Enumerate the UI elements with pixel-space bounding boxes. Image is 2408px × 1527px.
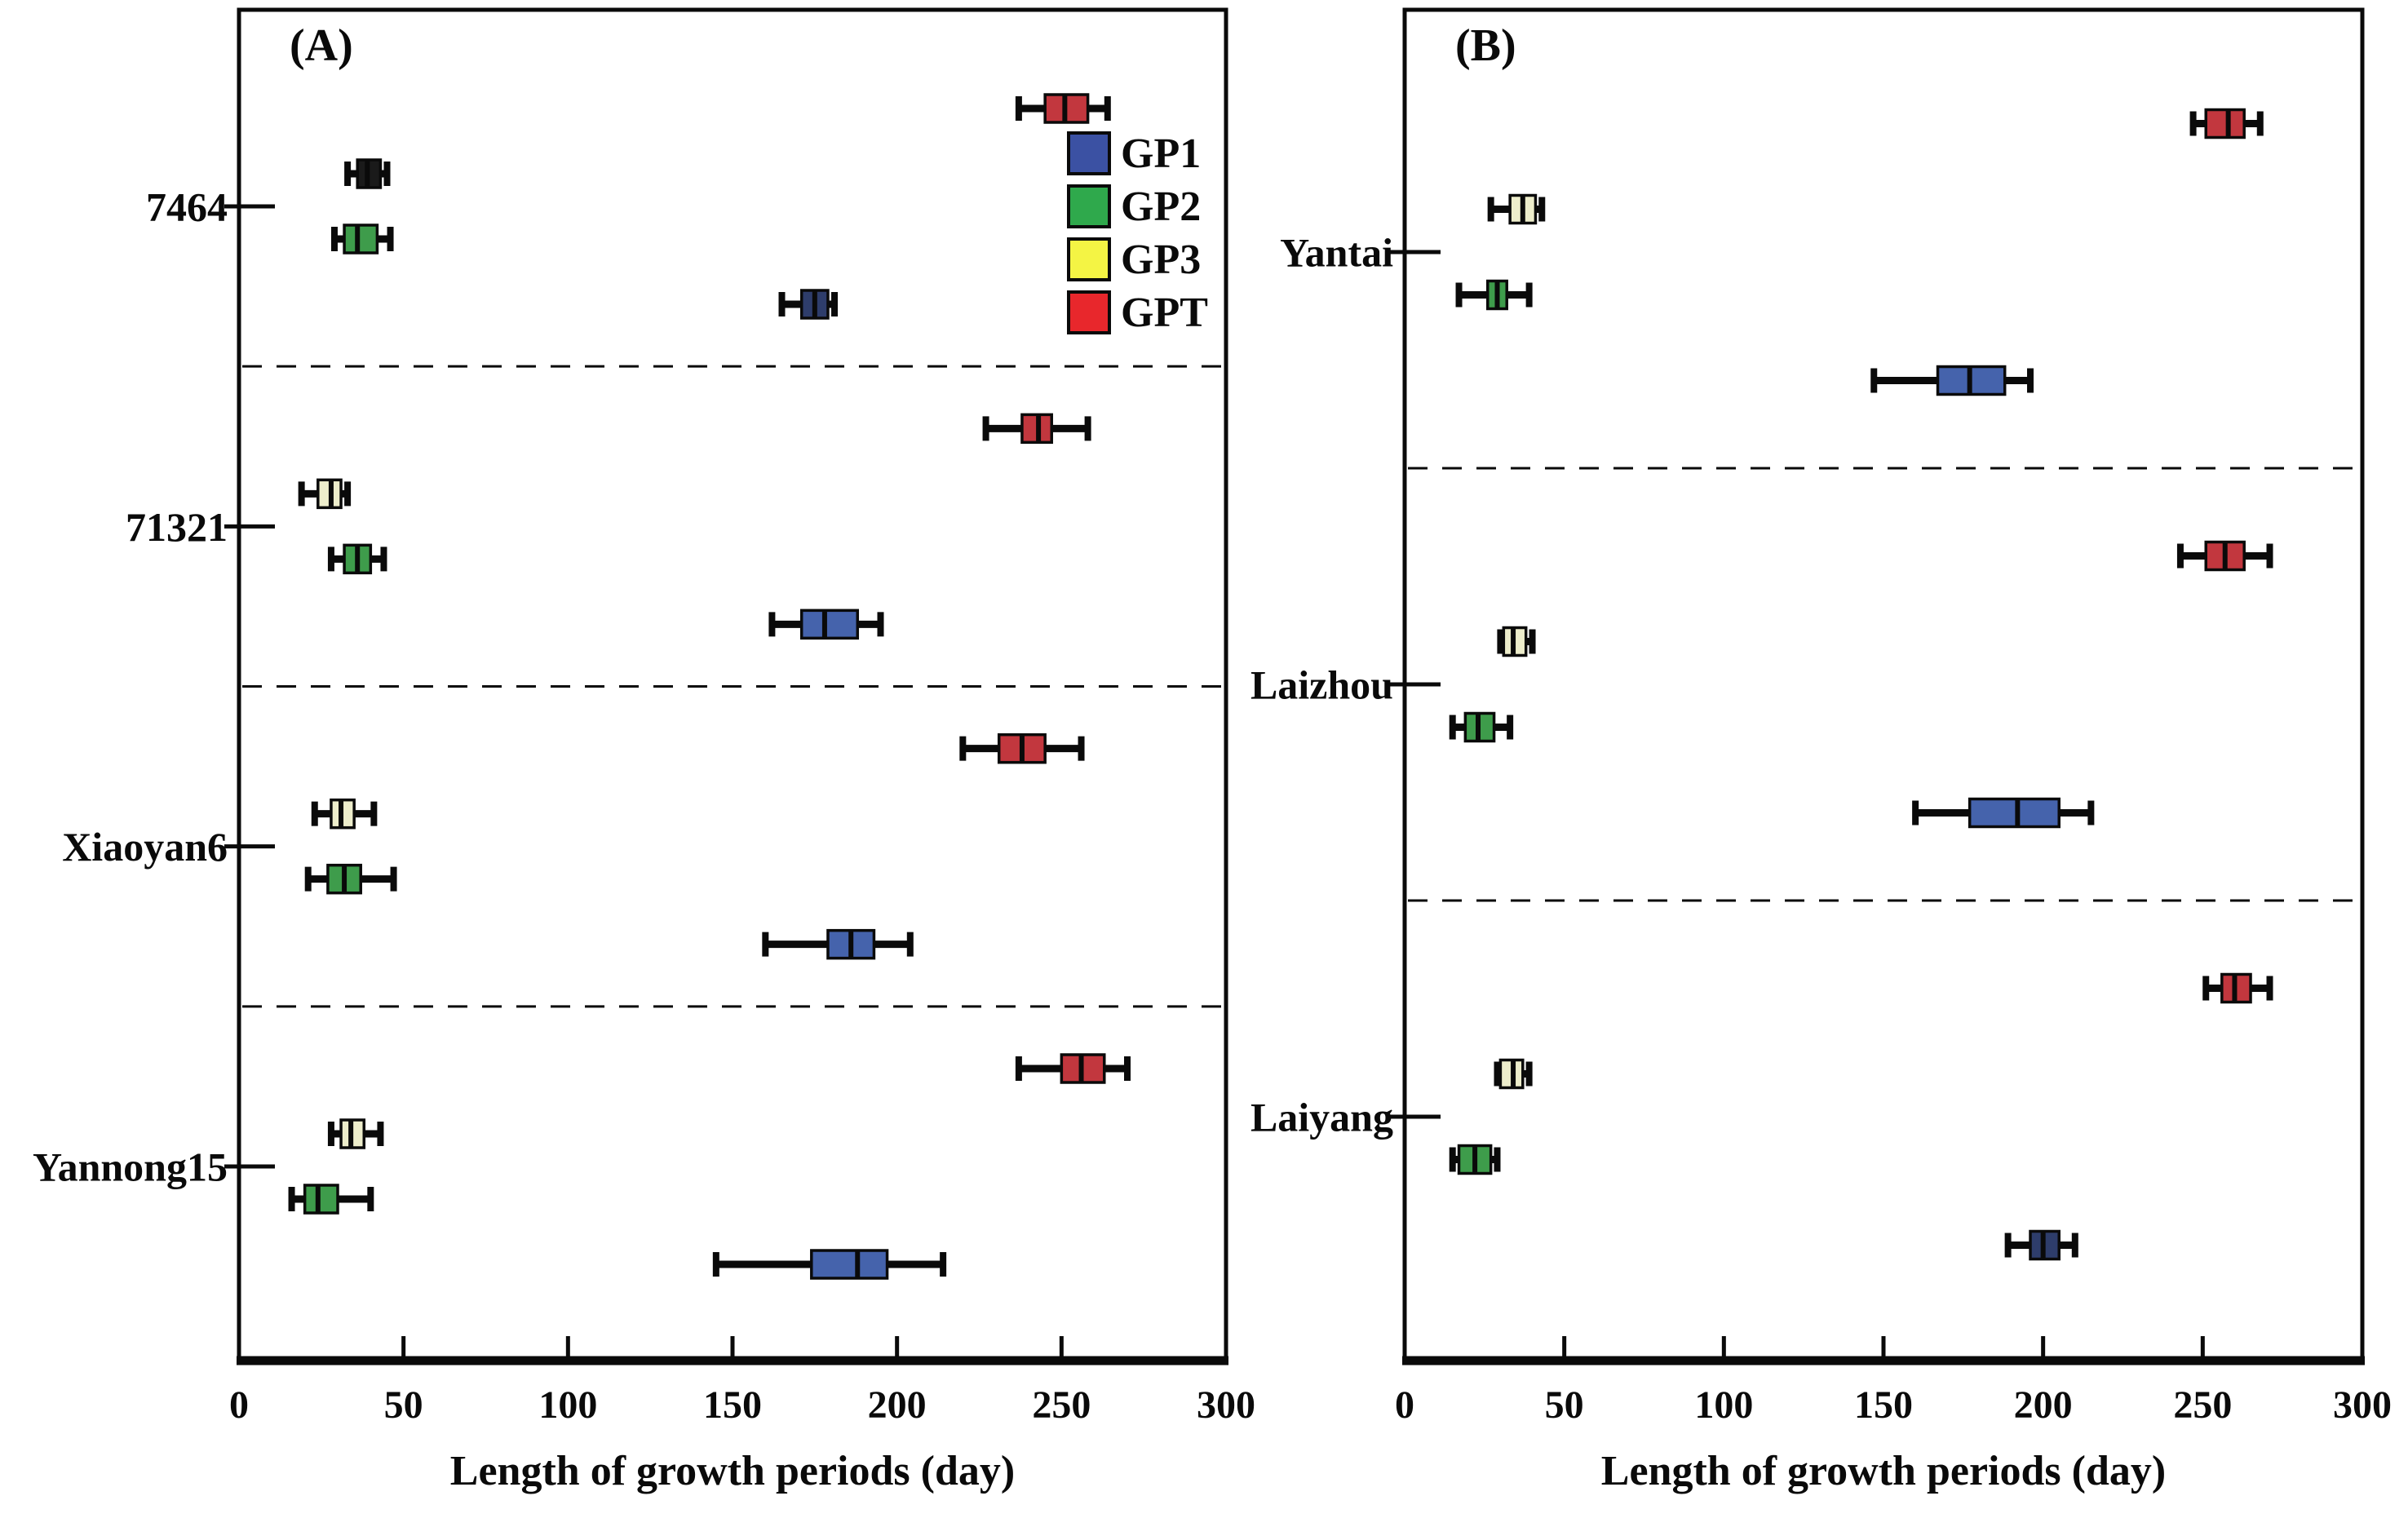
category-label: Laizhou (1250, 662, 1393, 708)
box-B-Laizhou-GPT (2176, 540, 2273, 572)
box-A-71321-GP1 (768, 609, 884, 640)
legend-swatch-GP1 (1067, 131, 1111, 175)
box-rect (343, 224, 379, 254)
panel-label: (B) (1455, 20, 1516, 71)
box-rect (1968, 797, 2061, 829)
category-label: Yannong15 (33, 1144, 228, 1190)
box-A-Xiaoyan6-GPT (959, 733, 1085, 764)
x-tick-label: 200 (2014, 1383, 2073, 1427)
box-A-Yannong15-GPT (1015, 1053, 1131, 1084)
box-A-Xiaoyan6-GP1 (762, 928, 914, 960)
x-tick-label: 150 (703, 1383, 762, 1427)
box-B-Yantai-GP2 (1455, 279, 1533, 311)
x-tick-label: 100 (538, 1383, 597, 1427)
x-tick-label: 100 (1694, 1383, 1753, 1427)
legend-label-GP3: GP3 (1121, 237, 1201, 283)
box-B-Yantai-GPT (2189, 108, 2264, 139)
box-rect (810, 1249, 889, 1280)
box-A-Yannong15-GP2 (288, 1184, 374, 1215)
box-A-71321-GP2 (327, 543, 387, 575)
legend-swatch-GP2 (1067, 184, 1111, 228)
box-A-Xiaoyan6-GP2 (304, 863, 397, 895)
box-A-7464-GP3 (344, 158, 391, 189)
legend-swatch-GPT (1067, 290, 1111, 334)
box-B-Laizhou-GP1 (1912, 797, 2095, 829)
x-tick-label: 150 (1854, 1383, 1913, 1427)
x-tick-label: 250 (2173, 1383, 2232, 1427)
box-A-7464-GPT (1015, 93, 1111, 124)
box-B-Laizhou-GP3 (1497, 626, 1536, 657)
category-label: Laiyang (1250, 1095, 1393, 1140)
category-label: 7464 (146, 184, 228, 230)
category-label: Xiaoyan6 (62, 824, 228, 870)
box-A-7464-GP1 (778, 289, 839, 320)
box-B-Laiyang-GP1 (2004, 1229, 2078, 1261)
x-tick-label: 300 (1197, 1383, 1255, 1427)
legend-label-GPT: GPT (1121, 290, 1208, 336)
category-label: Yantai (1280, 230, 1393, 276)
box-B-Laiyang-GP3 (1494, 1058, 1533, 1090)
box-A-Yannong15-GP3 (327, 1118, 384, 1149)
x-axis-title: Length of growth periods (day) (1601, 1448, 2166, 1494)
legend: GP1 GP2 GP3 GPT (1067, 131, 1208, 336)
box-rect (303, 1184, 339, 1215)
box-rect (799, 609, 860, 640)
x-tick-label: 300 (2333, 1383, 2392, 1427)
box-B-Laiyang-GPT (2202, 972, 2273, 1004)
panel-label: (A) (290, 20, 353, 71)
x-axis-title: Length of growth periods (day) (450, 1448, 1015, 1494)
x-tick-label: 50 (384, 1383, 423, 1427)
box-A-71321-GPT (982, 413, 1091, 445)
x-tick-label: 0 (1395, 1383, 1414, 1427)
legend-label-GP2: GP2 (1121, 184, 1201, 230)
box-B-Yantai-GP1 (1870, 365, 2034, 396)
box-rect (2204, 108, 2246, 139)
box-B-Yantai-GP3 (1487, 193, 1546, 225)
box-A-Yannong15-GP1 (712, 1249, 947, 1280)
legend-label-GP1: GP1 (1121, 131, 1201, 177)
x-tick-label: 50 (1545, 1383, 1584, 1427)
box-A-71321-GP3 (298, 478, 352, 510)
plot-frame (1402, 7, 2365, 1363)
box-A-7464-GP2 (330, 224, 394, 254)
x-tick-label: 200 (868, 1383, 927, 1427)
box-B-Laiyang-GP2 (1449, 1144, 1501, 1175)
x-tick-label: 250 (1032, 1383, 1091, 1427)
legend-swatch-GP3 (1067, 237, 1111, 281)
box-B-Laizhou-GP2 (1449, 711, 1514, 743)
panel-A: 0 50 100 150 200 250 300 Length of growth perio… (33, 7, 1255, 1494)
panel-B: 0 50 100 150 200 250 300 Length of growth perio… (1250, 7, 2392, 1494)
box-A-Xiaoyan6-GP3 (311, 798, 378, 830)
x-tick-label: 0 (229, 1383, 249, 1427)
category-label: 71321 (126, 504, 228, 550)
